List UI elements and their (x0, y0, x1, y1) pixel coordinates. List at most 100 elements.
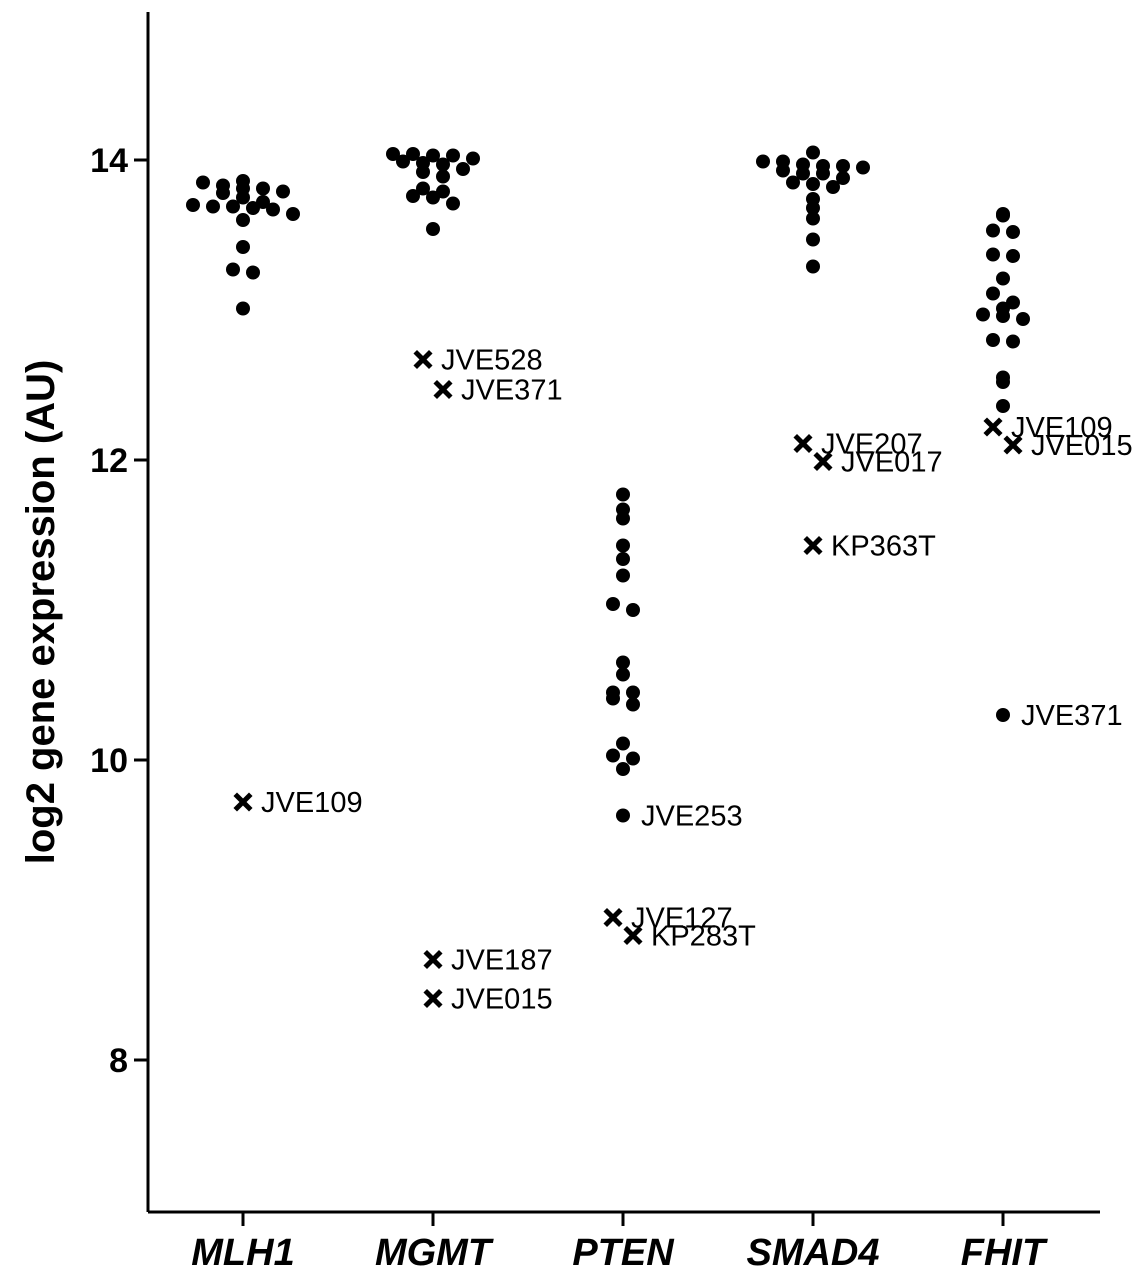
outlier-label: JVE371 (461, 375, 563, 407)
data-point (626, 685, 640, 700)
data-point (426, 190, 440, 205)
data-point (406, 147, 420, 161)
data-point (986, 286, 1000, 301)
data-point (806, 177, 820, 191)
data-point (996, 271, 1010, 286)
y-axis-label: log2 gene expression (AU) (19, 360, 63, 865)
data-point (616, 568, 630, 583)
outlier-point (413, 349, 433, 370)
data-point (626, 603, 640, 617)
data-point (806, 201, 820, 215)
data-point (756, 154, 770, 169)
outlier-label: JVE371 (1021, 700, 1123, 732)
data-point (836, 171, 850, 185)
data-point (786, 175, 800, 190)
data-point (796, 166, 810, 181)
data-point (206, 199, 220, 214)
data-point (986, 247, 1000, 262)
outlier-point (813, 451, 833, 472)
x-tick-label: MGMT (375, 1232, 494, 1272)
data-point (816, 166, 830, 181)
x-tick-label: PTEN (572, 1232, 675, 1272)
outlier-point (603, 907, 623, 928)
data-point (606, 748, 620, 763)
outlier-label: JVE127 (631, 903, 733, 935)
data-point (1006, 334, 1020, 349)
data-point (806, 232, 820, 247)
outlier-point (623, 925, 643, 946)
x-tick-label: MLH1 (191, 1232, 294, 1272)
x-tick-label: FHIT (961, 1232, 1048, 1272)
outlier-label: JVE015 (451, 984, 553, 1016)
data-point (226, 262, 240, 277)
outlier-label: JVE109 (1011, 412, 1113, 444)
axes: 8 10 12 14 MLH1 MGMT PTEN SMAD4 FHIT (90, 12, 1100, 1272)
data-point (626, 751, 640, 766)
data-point (406, 189, 420, 203)
y-tick-label: 10 (90, 742, 128, 780)
outlier-point (1003, 435, 1023, 455)
data-point (416, 165, 430, 179)
outlier-point (996, 708, 1010, 722)
data-point (226, 199, 240, 214)
data-point (186, 198, 200, 212)
data-point (436, 157, 450, 172)
data-point (286, 207, 300, 221)
data-point (196, 175, 210, 190)
data-point (266, 202, 280, 217)
data-point (436, 169, 450, 184)
y-tick-label: 8 (109, 1042, 128, 1080)
data-point (236, 240, 250, 254)
data-point (1006, 249, 1020, 263)
outlier-point (793, 433, 813, 454)
data-point (806, 145, 820, 160)
data-point (626, 697, 640, 712)
data-point (276, 184, 290, 199)
outlier-point (433, 379, 453, 400)
data-point (976, 307, 990, 322)
data-point (606, 691, 620, 706)
outlier-label: JVE015 (1031, 430, 1133, 462)
data-point (616, 552, 630, 566)
data-point (616, 487, 630, 502)
data-point (996, 208, 1010, 223)
outlier-label: JVE207 (821, 429, 923, 461)
data-point (236, 213, 250, 227)
data-point (996, 375, 1010, 389)
outlier-point (983, 417, 1003, 437)
outlier-point (803, 535, 823, 556)
data-point (616, 655, 630, 670)
data-point (616, 736, 630, 751)
outlier-point (616, 808, 630, 823)
data-point (616, 538, 630, 553)
outlier-label: JVE528 (441, 345, 543, 377)
data-point (806, 211, 820, 226)
data-point (426, 148, 440, 163)
data-point (836, 159, 850, 173)
data-point (1016, 312, 1030, 326)
data-point (236, 301, 250, 316)
outlier-label: JVE109 (261, 787, 363, 819)
data-point (256, 181, 270, 196)
data-point (446, 196, 460, 211)
data-point (616, 511, 630, 526)
data-point (446, 148, 460, 163)
y-tick-label: 14 (90, 142, 128, 180)
data-point (986, 333, 1000, 347)
data-point (776, 163, 790, 178)
data-point (616, 667, 630, 682)
outlier-label: JVE253 (641, 801, 743, 833)
outlier-label: JVE017 (841, 447, 943, 479)
data-point (236, 190, 250, 205)
data-point (1006, 225, 1020, 239)
data-point (996, 309, 1010, 323)
data-point (456, 162, 470, 176)
y-tick-label: 12 (90, 442, 128, 480)
data-point (386, 147, 400, 161)
data-point (986, 223, 1000, 238)
x-tick-label: SMAD4 (746, 1232, 879, 1272)
data-point (426, 222, 440, 236)
outlier-label: KP283T (651, 921, 756, 953)
